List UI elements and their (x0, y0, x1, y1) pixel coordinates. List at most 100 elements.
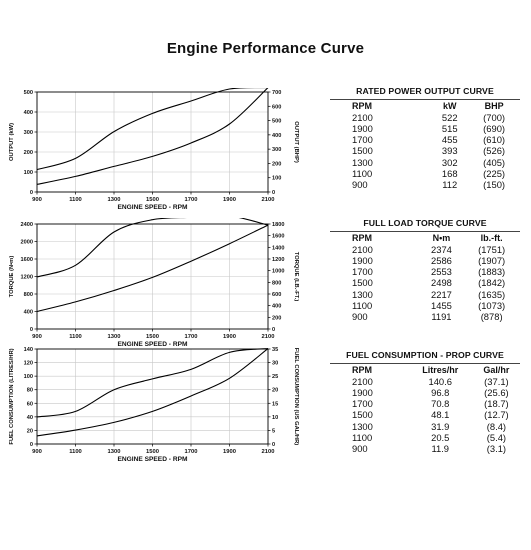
table-cell: 1500 (352, 145, 373, 157)
y-right-tick-label: 0 (272, 327, 275, 333)
y-right-tick-label: 10 (272, 415, 278, 421)
table-cell: (878) (480, 310, 503, 322)
y-tick-label: 100 (24, 170, 33, 176)
table-cell: 31.9 (431, 420, 450, 432)
table-cell: 2498 (431, 277, 452, 289)
y-right-tick-label: 400 (272, 133, 281, 139)
table-cell: (610) (483, 134, 506, 146)
table-cell: 1900 (352, 123, 373, 135)
table-cell: (405) (483, 156, 506, 168)
x-tick-label: 1100 (69, 334, 82, 340)
column-header: Gal/hr (483, 365, 510, 376)
y-right-tick-label: 1800 (272, 222, 284, 228)
y-tick-label: 200 (24, 150, 33, 156)
column-header: kW (443, 101, 457, 112)
y-tick-label: 60 (27, 401, 33, 407)
x-axis-label: ENGINE SPEED - RPM (118, 204, 188, 211)
y-tick-label: 120 (24, 361, 33, 367)
x-tick-label: 1500 (146, 334, 159, 340)
rated-power-table: RATED POWER OUTPUT CURVE RPM kW BHP 2100… (330, 86, 520, 190)
table-cell: 1700 (352, 266, 373, 278)
x-tick-label: 1500 (146, 197, 159, 203)
fuel-chart: 900 1100 1300 1500 1700 1900 21000204060801001… (9, 347, 299, 463)
table-row: 900 1191 (878) (330, 311, 520, 322)
column-header: BHP (484, 101, 504, 112)
y-tick-label: 40 (27, 415, 33, 421)
y-right-tick-label: 1600 (272, 234, 284, 240)
table-cell: 112 (442, 178, 458, 190)
table-cell: 900 (352, 310, 368, 322)
y-right-tick-label: 15 (272, 401, 278, 407)
table-cell: 1100 (352, 299, 373, 311)
table-cell: (1907) (478, 255, 506, 267)
y-right-tick-label: 25 (272, 374, 278, 380)
table-cell: (5.4) (486, 431, 507, 443)
y-right-tick-label: 800 (272, 280, 281, 286)
torque-chart: 900 1100 1300 1500 1700 1900 21000400800120016… (9, 218, 299, 348)
y-axis-label: FUEL CONSUMPTION (LITRES/HR) (9, 348, 15, 444)
output-chart: 900 1100 1300 1500 1700 1900 21000100200300400… (9, 88, 299, 211)
y-right-tick-label: 1000 (272, 269, 284, 275)
column-header: N•m (432, 233, 451, 244)
table-cell: 2553 (431, 266, 452, 278)
y-right-tick-label: 300 (272, 147, 281, 153)
y-tick-label: 20 (27, 428, 33, 434)
x-tick-label: 1900 (223, 449, 236, 455)
table-row: 1900 2586 (1907) (330, 255, 520, 266)
y-right-tick-label: 5 (272, 428, 275, 434)
table-cell: 1455 (431, 299, 452, 311)
column-header: RPM (352, 365, 372, 376)
table-cell: 168 (441, 167, 458, 179)
x-tick-label: 1700 (185, 449, 198, 455)
full-load-torque-table: FULL LOAD TORQUE CURVE RPM N•m lb.-ft. 2… (330, 218, 520, 322)
table-cell: (1883) (478, 266, 506, 278)
x-tick-label: 2100 (262, 449, 275, 455)
table-row: 1500 393 (526) (330, 145, 520, 156)
table-cell: (1635) (478, 288, 506, 300)
table-row: 2100 522 (700) (330, 112, 520, 123)
y-axis-label: TORQUE (N•m) (9, 256, 15, 298)
y-right-tick-label: 700 (272, 90, 281, 96)
plot-frame (36, 348, 269, 445)
x-tick-label: 900 (32, 449, 42, 455)
series-line (36, 348, 269, 418)
table-row: 1500 48.1 (12.7) (330, 409, 520, 420)
table-rule (330, 231, 520, 233)
table-row: 1700 2553 (1883) (330, 266, 520, 277)
column-header: lb.-ft. (480, 233, 503, 244)
y-right-tick-label: 1400 (272, 245, 284, 251)
x-tick-label: 1900 (223, 197, 236, 203)
table-cell: 900 (352, 178, 368, 190)
table-cell: (150) (483, 178, 506, 190)
table-cell: (1842) (478, 277, 506, 289)
table-cell: 48.1 (431, 409, 450, 421)
table-cell: 1300 (352, 420, 373, 432)
plot-frame (36, 91, 269, 193)
y-right-tick-label: 1200 (272, 257, 284, 263)
table-row: 1100 168 (225) (330, 168, 520, 179)
y-tick-label: 800 (24, 292, 33, 298)
page-title: Engine Performance Curve (166, 40, 365, 57)
table-cell: (12.7) (484, 409, 509, 421)
table-cell: 2374 (431, 244, 452, 256)
y-right-tick-label: 30 (272, 361, 278, 367)
table-cell: 393 (441, 145, 458, 157)
x-tick-label: 900 (32, 334, 42, 340)
y-tick-label: 0 (30, 190, 33, 196)
y-right-tick-label: 600 (272, 292, 281, 298)
table-cell: (1751) (478, 244, 506, 256)
table-cell: (37.1) (484, 376, 509, 388)
y-right-tick-label: 200 (272, 315, 281, 321)
y-tick-label: 1600 (21, 257, 33, 263)
table-row: 1300 302 (405) (330, 157, 520, 168)
table-title: RATED POWER OUTPUT CURVE (356, 86, 494, 96)
y-right-tick-label: 0 (272, 442, 275, 448)
table-cell: 1700 (352, 134, 373, 146)
y-right-axis-label: OUTPUT (BHP) (293, 121, 299, 163)
table-cell: 2100 (352, 112, 373, 124)
table-rule (330, 99, 520, 101)
series-line (36, 224, 269, 313)
table-cell: (690) (483, 123, 506, 135)
y-tick-label: 300 (24, 130, 33, 136)
y-tick-label: 0 (30, 442, 33, 448)
